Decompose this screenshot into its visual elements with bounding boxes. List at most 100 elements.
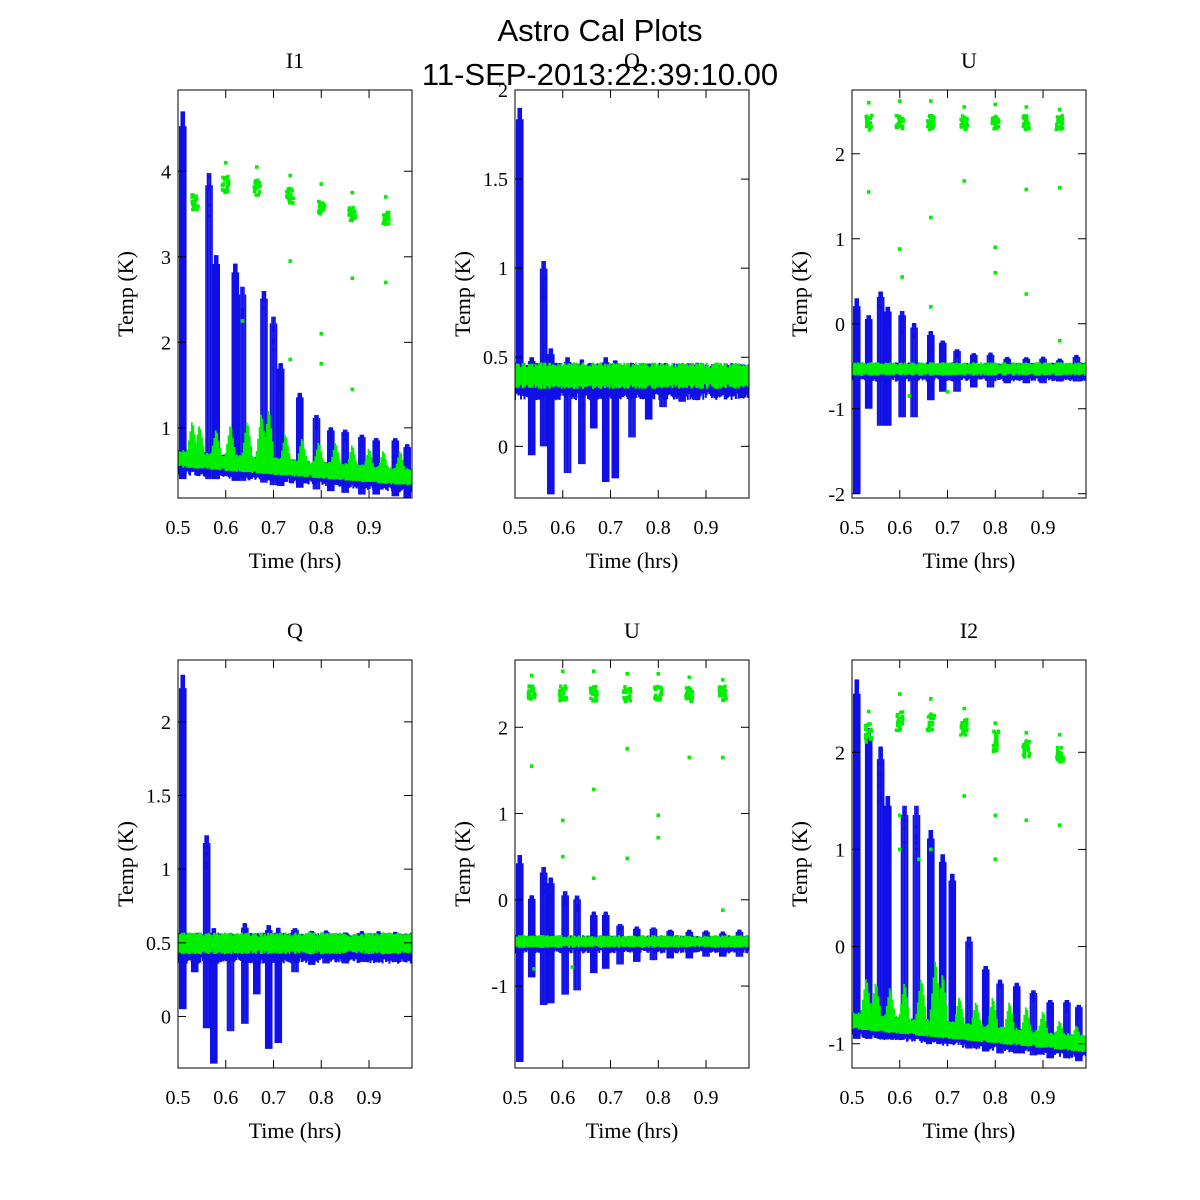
blue-point xyxy=(940,343,945,347)
green-point xyxy=(383,214,387,219)
green-point xyxy=(870,113,874,118)
green-point xyxy=(684,694,688,698)
green-point xyxy=(350,214,355,219)
green-outlier-point xyxy=(945,389,950,394)
green-outlier-point xyxy=(897,247,902,251)
green-point xyxy=(320,204,325,208)
blue-point xyxy=(261,306,266,310)
blue-point xyxy=(646,363,651,367)
y-tick-label: 1.5 xyxy=(483,169,508,191)
blue-point xyxy=(207,184,212,188)
blue-point xyxy=(885,319,890,323)
blue-point xyxy=(293,930,297,934)
green-outlier-point xyxy=(866,100,871,105)
x-tick-label: 0.9 xyxy=(694,517,719,539)
green-point xyxy=(900,116,904,121)
blue-point xyxy=(529,908,534,912)
blue-point xyxy=(393,444,398,448)
blue-point xyxy=(900,325,905,329)
green-outlier-point xyxy=(288,357,293,362)
green-point xyxy=(193,201,197,206)
green-outlier-point xyxy=(319,182,324,186)
blue-point xyxy=(603,915,608,919)
blue-point xyxy=(885,307,890,311)
green-outlier-point xyxy=(866,190,871,194)
blue-point xyxy=(720,932,725,936)
plot-frame xyxy=(514,89,750,499)
blue-spike xyxy=(539,261,548,447)
green-outlier-point xyxy=(1057,107,1062,112)
green-point xyxy=(222,182,226,187)
blue-point xyxy=(517,869,522,873)
green-point xyxy=(723,684,727,688)
green-outlier-point xyxy=(529,764,534,768)
green-point xyxy=(623,685,627,689)
blue-point xyxy=(529,901,534,905)
y-tick-label: 2 xyxy=(498,80,508,102)
blue-point xyxy=(900,319,905,323)
green-cluster xyxy=(653,684,664,702)
green-bump xyxy=(394,451,405,485)
green-baseline-band xyxy=(515,935,749,948)
blue-spike xyxy=(515,854,524,1062)
green-point xyxy=(1021,124,1026,129)
green-point xyxy=(351,209,356,213)
green-outlier-point xyxy=(254,165,259,169)
green-point xyxy=(1057,125,1061,129)
blue-point xyxy=(940,341,945,345)
green-point xyxy=(225,177,229,181)
blue-point xyxy=(233,263,238,267)
blue-point xyxy=(687,933,692,937)
green-cluster xyxy=(557,684,568,703)
plot-area xyxy=(515,107,749,495)
blue-point xyxy=(309,930,314,934)
green-point xyxy=(384,222,388,226)
y-tick-label: 0.5 xyxy=(483,347,508,369)
green-bump xyxy=(363,448,374,482)
green-cluster xyxy=(925,113,936,132)
y-tick-label: 1 xyxy=(161,418,171,440)
blue-point xyxy=(204,837,209,841)
blue-point xyxy=(207,214,212,218)
blue-point xyxy=(971,353,976,357)
green-point xyxy=(1060,117,1065,121)
y-tick-label: 1 xyxy=(161,859,171,881)
green-outlier-point xyxy=(288,173,293,178)
green-outlier-point xyxy=(720,755,725,760)
green-point xyxy=(286,193,290,197)
blue-point xyxy=(1057,358,1062,362)
green-point xyxy=(593,687,597,692)
blue-point xyxy=(233,282,238,286)
subplot-2: 0.5 0.6 0.7 0.8 0.9 0 0.5 1 1.5 2 Q Time (hrs) Temp … xyxy=(450,48,750,573)
green-point xyxy=(897,116,901,121)
green-point xyxy=(594,698,599,702)
green-point xyxy=(926,124,930,129)
green-point xyxy=(961,120,966,124)
green-outlier-point xyxy=(1057,185,1062,190)
blue-point xyxy=(204,861,209,865)
green-point xyxy=(527,685,531,689)
blue-point xyxy=(314,418,319,422)
green-point xyxy=(931,126,935,130)
blue-point xyxy=(233,287,238,291)
green-outlier-point xyxy=(625,747,630,751)
green-point xyxy=(254,187,258,191)
green-outlier-point xyxy=(591,669,596,674)
green-point xyxy=(190,195,194,200)
green-point xyxy=(723,693,727,698)
green-point xyxy=(964,120,968,124)
blue-point xyxy=(854,318,859,322)
blue-point xyxy=(866,315,871,319)
blue-point xyxy=(314,427,319,431)
green-point xyxy=(622,696,627,701)
green-point xyxy=(225,190,230,194)
green-bump xyxy=(329,443,341,480)
y-tick-label: 0 xyxy=(161,1006,171,1028)
blue-point xyxy=(314,424,319,428)
green-cluster xyxy=(190,193,200,212)
green-point xyxy=(317,204,322,209)
green-point xyxy=(285,195,290,200)
blue-point xyxy=(548,900,553,904)
blue-point xyxy=(866,328,871,332)
